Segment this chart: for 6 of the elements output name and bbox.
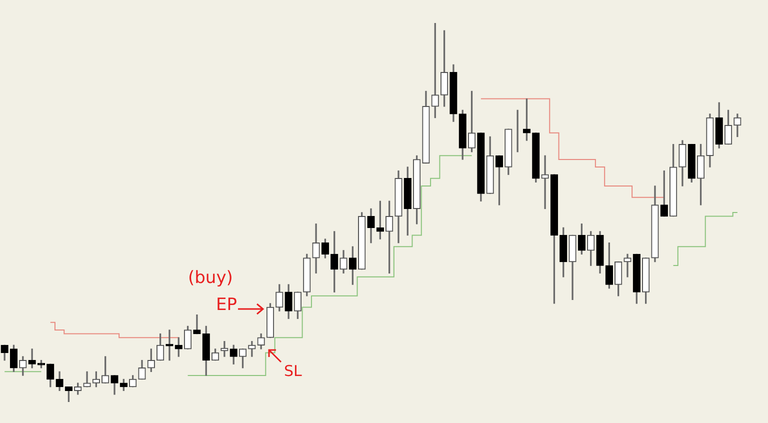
annotation: SL [284,362,302,380]
annotation: EP [216,295,237,315]
annotation: (buy) [188,268,233,288]
candlestick [28,348,36,368]
candlestick [193,314,201,334]
candlestick [624,254,632,278]
